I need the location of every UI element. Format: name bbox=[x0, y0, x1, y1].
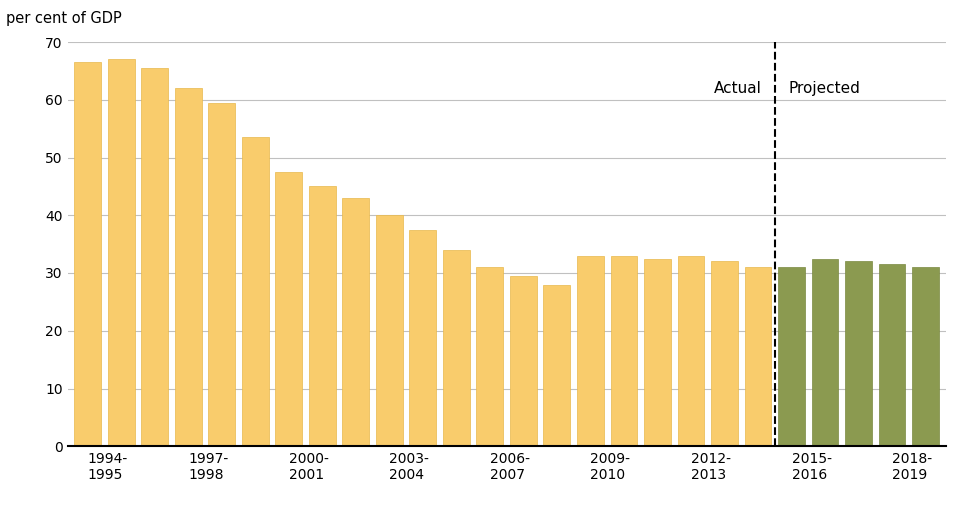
Bar bbox=[644, 259, 671, 446]
Text: Actual: Actual bbox=[713, 81, 761, 96]
Bar bbox=[343, 198, 370, 446]
Bar bbox=[543, 285, 570, 446]
Bar bbox=[711, 261, 738, 446]
Bar bbox=[812, 259, 839, 446]
Bar bbox=[879, 264, 905, 446]
Bar bbox=[443, 250, 470, 446]
Bar bbox=[510, 276, 537, 446]
Bar bbox=[409, 230, 436, 446]
Bar bbox=[309, 186, 336, 446]
Text: per cent of GDP: per cent of GDP bbox=[6, 11, 122, 26]
Text: Projected: Projected bbox=[788, 81, 860, 96]
Bar bbox=[745, 267, 771, 446]
Bar bbox=[108, 59, 134, 446]
Bar bbox=[175, 88, 202, 446]
Bar bbox=[141, 68, 168, 446]
Bar bbox=[242, 138, 268, 446]
Bar bbox=[577, 256, 604, 446]
Bar bbox=[275, 172, 302, 446]
Bar bbox=[677, 256, 704, 446]
Bar bbox=[208, 103, 235, 446]
Bar bbox=[912, 267, 939, 446]
Bar bbox=[376, 215, 402, 446]
Bar bbox=[611, 256, 637, 446]
Bar bbox=[778, 267, 805, 446]
Bar bbox=[477, 267, 504, 446]
Bar bbox=[845, 261, 872, 446]
Bar bbox=[74, 62, 101, 446]
